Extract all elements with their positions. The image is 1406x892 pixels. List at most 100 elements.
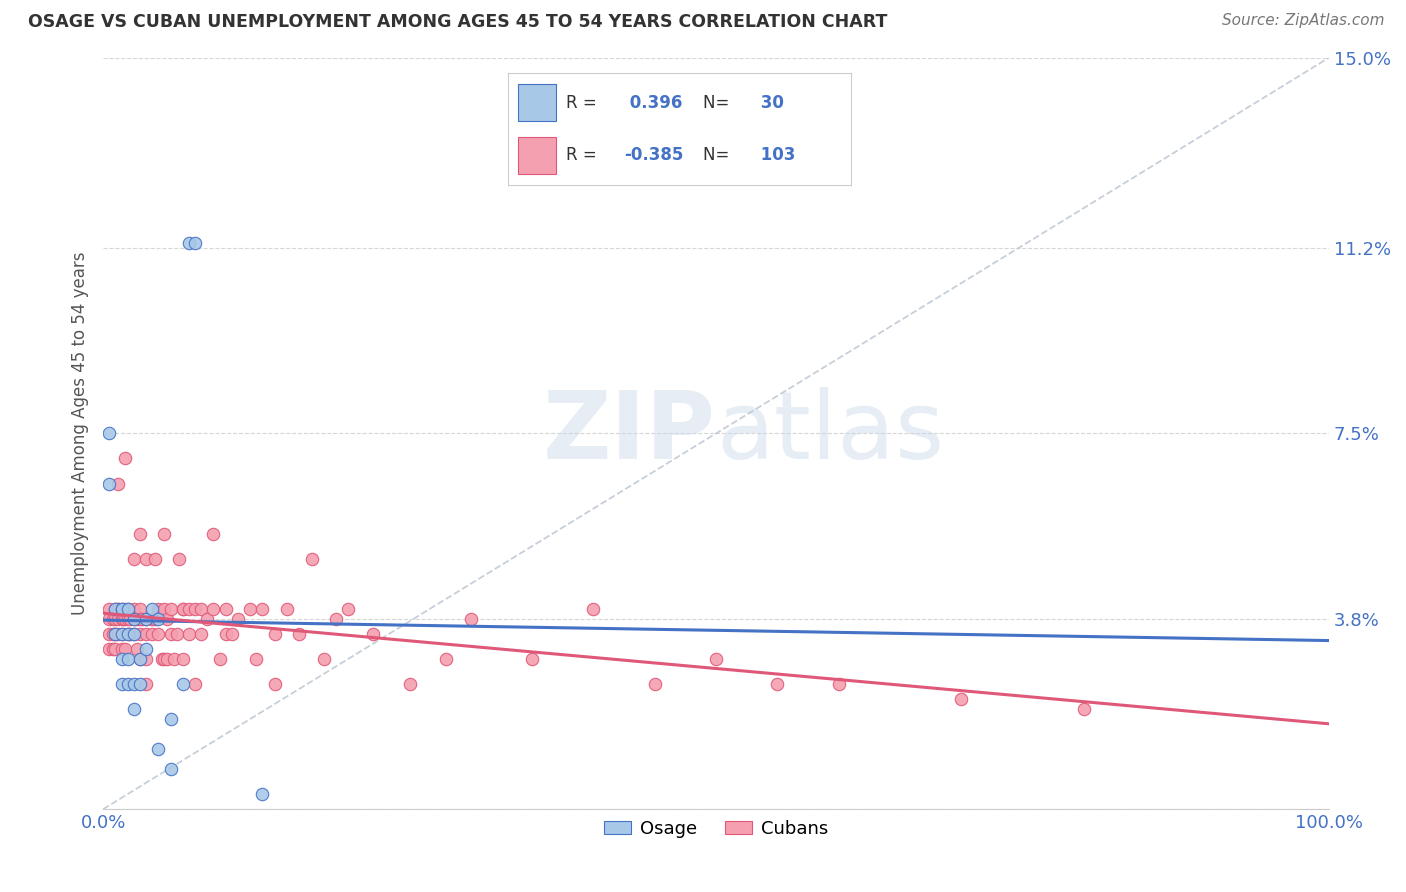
Point <box>129 627 152 641</box>
Point <box>135 551 157 566</box>
Point <box>104 627 127 641</box>
Point <box>107 601 129 615</box>
Point <box>117 612 139 626</box>
Point <box>202 526 225 541</box>
Point <box>361 627 384 641</box>
Legend: Osage, Cubans: Osage, Cubans <box>598 813 835 846</box>
Point <box>98 612 121 626</box>
Point <box>150 652 173 666</box>
Point <box>122 551 145 566</box>
Text: ZIP: ZIP <box>543 387 716 479</box>
Point <box>177 627 200 641</box>
Point <box>122 627 145 641</box>
Point <box>117 652 139 666</box>
Point <box>522 652 544 666</box>
Point <box>129 652 152 666</box>
Text: Source: ZipAtlas.com: Source: ZipAtlas.com <box>1222 13 1385 29</box>
Point <box>129 601 152 615</box>
Point <box>153 652 176 666</box>
Point <box>208 652 231 666</box>
Point <box>98 426 121 441</box>
Point <box>301 551 323 566</box>
Point <box>148 601 170 615</box>
Point <box>827 677 849 691</box>
Point <box>120 612 142 626</box>
Point <box>110 601 132 615</box>
Point <box>141 612 163 626</box>
Point <box>239 601 262 615</box>
Point <box>114 641 136 656</box>
Point <box>98 601 121 615</box>
Point <box>172 601 194 615</box>
Point <box>110 627 132 641</box>
Point <box>135 627 157 641</box>
Point <box>202 601 225 615</box>
Point <box>110 677 132 691</box>
Point <box>107 612 129 626</box>
Point <box>122 627 145 641</box>
Point <box>148 627 170 641</box>
Point <box>114 451 136 466</box>
Point <box>114 601 136 615</box>
Point <box>195 612 218 626</box>
Point <box>135 652 157 666</box>
Point <box>101 641 124 656</box>
Point <box>221 627 243 641</box>
Point <box>215 601 238 615</box>
Point <box>159 601 181 615</box>
Point <box>263 677 285 691</box>
Point <box>135 641 157 656</box>
Point <box>107 601 129 615</box>
Point <box>644 677 666 691</box>
Point <box>177 235 200 250</box>
Point <box>159 762 181 776</box>
Point <box>153 601 176 615</box>
Point <box>111 612 134 626</box>
Point <box>104 627 127 641</box>
Point <box>190 627 212 641</box>
Point <box>704 652 727 666</box>
Point <box>117 601 139 615</box>
Point <box>104 612 127 626</box>
Point <box>135 612 157 626</box>
Point <box>159 627 181 641</box>
Point <box>226 612 249 626</box>
Point <box>252 601 274 615</box>
Point <box>135 677 157 691</box>
Point <box>110 641 132 656</box>
Point <box>129 612 152 626</box>
Point <box>117 627 139 641</box>
Point <box>114 612 136 626</box>
Point <box>129 677 152 691</box>
Point <box>312 652 335 666</box>
Point <box>117 601 139 615</box>
Point <box>148 742 170 756</box>
Point <box>184 677 207 691</box>
Point <box>766 677 789 691</box>
Point <box>98 627 121 641</box>
Point <box>163 652 186 666</box>
Point <box>143 612 166 626</box>
Point <box>127 612 149 626</box>
Point <box>434 652 457 666</box>
Point <box>107 627 129 641</box>
Point <box>104 641 127 656</box>
Point <box>325 612 347 626</box>
Point <box>101 612 124 626</box>
Text: OSAGE VS CUBAN UNEMPLOYMENT AMONG AGES 45 TO 54 YEARS CORRELATION CHART: OSAGE VS CUBAN UNEMPLOYMENT AMONG AGES 4… <box>28 13 887 31</box>
Point <box>122 612 145 626</box>
Point <box>131 612 153 626</box>
Point <box>104 601 127 615</box>
Text: atlas: atlas <box>716 387 945 479</box>
Point <box>110 612 132 626</box>
Point <box>104 601 127 615</box>
Point <box>98 641 121 656</box>
Point <box>135 612 157 626</box>
Point <box>263 627 285 641</box>
Point <box>398 677 420 691</box>
Point <box>122 702 145 716</box>
Point <box>117 627 139 641</box>
Point <box>166 627 188 641</box>
Point <box>172 652 194 666</box>
Point <box>98 476 121 491</box>
